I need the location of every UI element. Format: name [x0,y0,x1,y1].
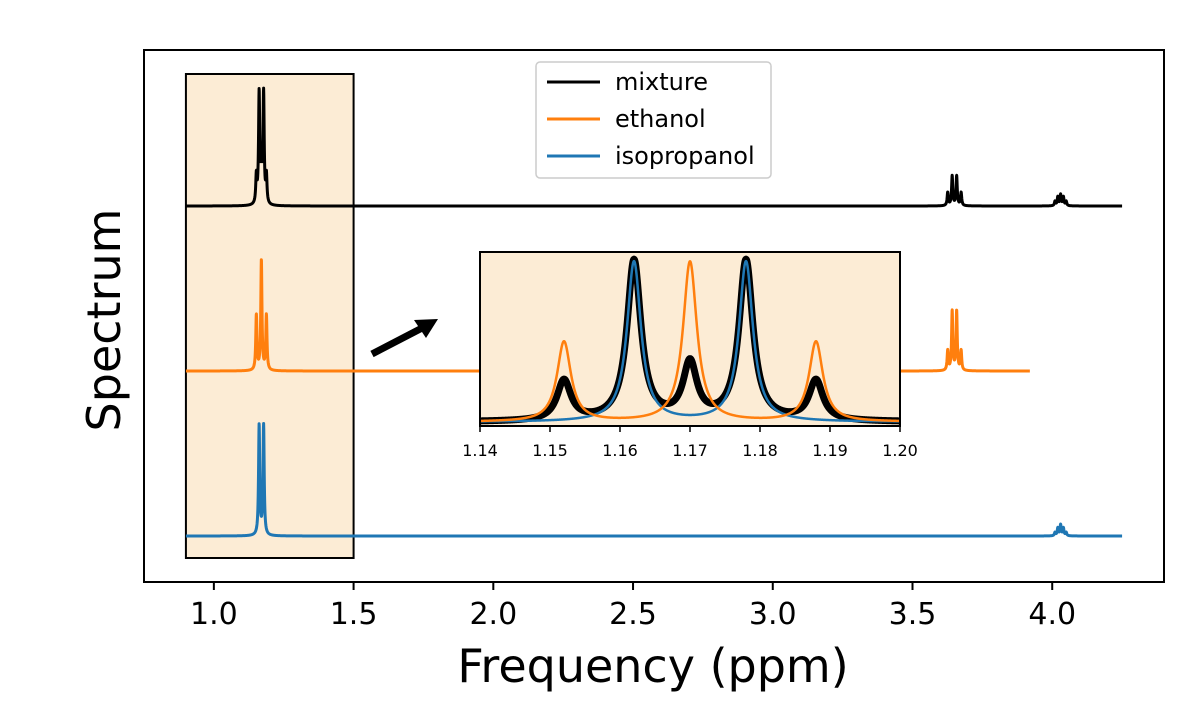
x-tick-label: 1.0 [190,597,238,632]
inset-x-tick-label: 1.16 [602,441,638,460]
legend: mixture ethanol isopropanol [535,61,772,179]
legend-label-mixture: mixture [615,68,708,96]
zoom-arrow-shaft [370,323,426,358]
inset-x-tick-label: 1.14 [462,441,498,460]
inset-series-ethanol [479,260,901,423]
x-axis-label: Frequency (ppm) [457,639,848,693]
inset-background [480,252,900,426]
inset-x-tick-label: 1.17 [672,441,708,460]
legend-label-ethanol: ethanol [615,105,706,133]
inset-x-tick-label: 1.19 [812,441,848,460]
x-tick-label: 1.5 [330,597,378,632]
x-tick-label: 2.0 [469,597,517,632]
y-axis-label: Spectrum [77,209,131,432]
x-tick-label: 3.0 [749,597,797,632]
x-tick-label: 2.5 [609,597,657,632]
plot-area: 1.0 1.5 2.0 2.5 3.0 3.5 4.0 [143,49,1165,632]
inset-zoom: 1.14 1.15 1.16 1.17 1.18 1.19 1.20 [462,251,918,460]
series-line-isopropanol [184,421,1124,538]
zoom-arrow-head [414,319,438,338]
axes-frame [143,49,1165,583]
x-tick-label: 3.5 [889,597,937,632]
inset-series-isopropanol [479,259,901,423]
inset-x-tick-label: 1.15 [532,441,568,460]
inset-series-mixture [476,255,904,425]
legend-label-isopropanol: isopropanol [615,142,755,170]
inset-x-tick-label: 1.20 [882,441,918,460]
series-line-mixture [184,86,1124,208]
inset-x-tick-label: 1.18 [742,441,778,460]
highlight-region [184,73,355,559]
legend-box [535,61,772,179]
x-tick-label: 4.0 [1028,597,1076,632]
